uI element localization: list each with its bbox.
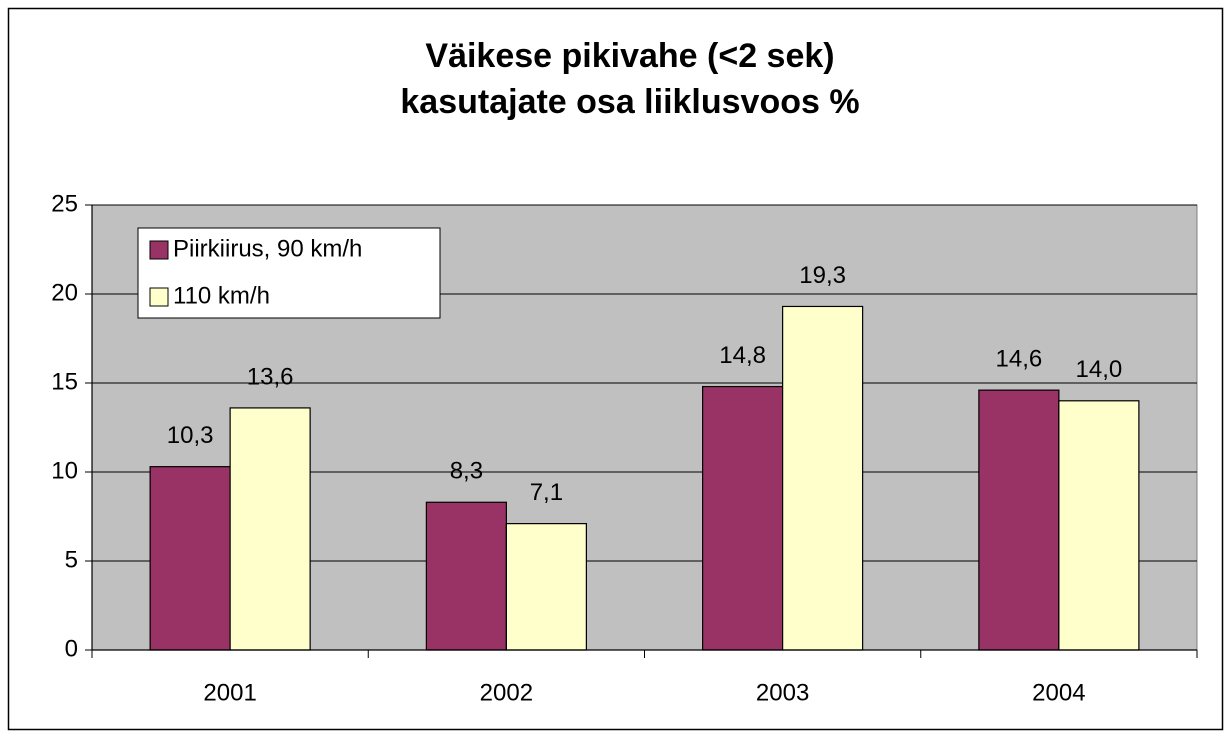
chart-title: kasutajate osa liiklusvoos % (400, 83, 859, 121)
x-tick-label: 2001 (203, 679, 256, 706)
bar (229, 407, 311, 651)
legend-box (137, 227, 441, 319)
data-label: 10,3 (167, 422, 214, 449)
bar (425, 501, 507, 651)
chart-title: Väikese pikivahe (<2 sek) (425, 37, 834, 75)
legend-label: Piirkiirus, 90 km/h (173, 235, 362, 262)
data-label: 13,6 (247, 363, 294, 390)
x-tick-label: 2002 (480, 679, 533, 706)
legend-label: 110 km/h (173, 282, 270, 309)
data-label: 19,3 (799, 262, 846, 289)
y-tick-label: 15 (51, 368, 78, 395)
y-tick-label: 5 (65, 546, 78, 573)
data-label: 14,0 (1076, 356, 1123, 383)
legend-swatch (149, 287, 169, 307)
y-tick-label: 20 (51, 279, 78, 306)
bar (1058, 400, 1140, 651)
bar (505, 523, 587, 651)
y-tick-label: 0 (65, 635, 78, 662)
bar (782, 305, 864, 651)
x-tick-label: 2004 (1032, 679, 1085, 706)
y-tick-label: 10 (51, 457, 78, 484)
bar (149, 466, 231, 651)
data-label: 8,3 (450, 458, 483, 485)
data-label: 14,8 (719, 342, 766, 369)
legend-swatch (149, 240, 169, 260)
bar (702, 385, 784, 651)
y-tick-label: 25 (51, 190, 78, 217)
data-label: 7,1 (530, 479, 563, 506)
x-tick-label: 2003 (756, 679, 809, 706)
data-label: 14,6 (996, 345, 1043, 372)
bar (978, 389, 1060, 651)
